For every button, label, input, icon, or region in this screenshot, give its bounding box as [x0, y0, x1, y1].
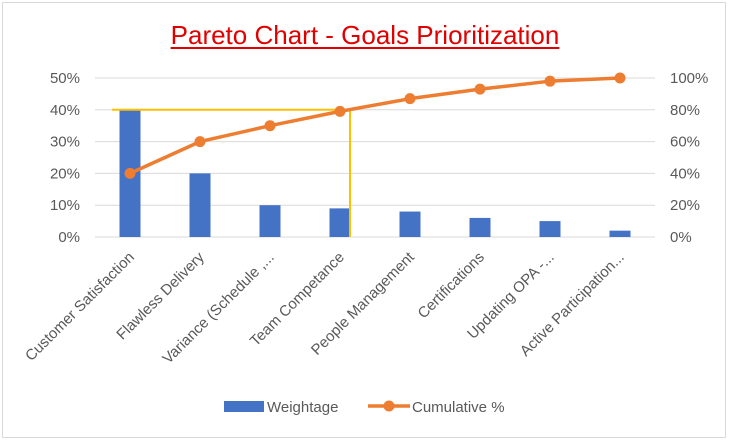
category-label: Customer Satisfaction: [22, 249, 138, 365]
legend-weightage-swatch: [224, 401, 264, 412]
legend: Weightage Cumulative %: [224, 399, 505, 416]
left-axis-tick-label: 10%: [50, 197, 80, 214]
cutoff-lines: [112, 108, 351, 237]
legend-cumulative-marker: [383, 400, 395, 412]
bar: [189, 173, 211, 237]
legend-weightage-label: Weightage: [267, 399, 338, 416]
left-axis-tick-label: 40%: [50, 102, 80, 119]
cumulative-point: [474, 83, 486, 95]
bar: [469, 217, 491, 237]
cumulative-point: [544, 75, 556, 87]
left-axis-tick-label: 50%: [50, 70, 80, 87]
right-axis-ticks: 0% 20% 40% 60% 80% 100%: [670, 70, 708, 246]
cumulative-point: [194, 136, 206, 148]
right-axis-tick-label: 0%: [670, 229, 692, 246]
left-axis-ticks: 0% 10% 20% 30% 40% 50%: [50, 70, 80, 246]
right-axis-tick-label: 20%: [670, 197, 700, 214]
cumulative-point: [124, 167, 136, 179]
left-axis-tick-label: 30%: [50, 134, 80, 151]
left-axis-tick-label: 20%: [50, 165, 80, 182]
chart-title: Pareto Chart - Goals Prioritization: [170, 20, 560, 50]
right-axis-tick-label: 100%: [670, 70, 708, 87]
left-axis-tick-label: 0%: [58, 229, 80, 246]
right-axis-tick-label: 60%: [670, 134, 700, 151]
cumulative-line-series: [124, 72, 626, 179]
right-axis-tick-label: 40%: [670, 165, 700, 182]
bar: [609, 230, 631, 237]
legend-cumulative-label: Cumulative %: [412, 399, 505, 416]
bar: [329, 208, 351, 237]
category-label: Certifications: [414, 249, 487, 322]
cumulative-point: [334, 105, 346, 117]
bar: [399, 211, 421, 237]
cumulative-point: [614, 72, 626, 84]
bar: [539, 221, 561, 237]
cumulative-point: [404, 93, 416, 105]
cumulative-point: [264, 120, 276, 132]
bar: [259, 205, 281, 237]
grid-lines: [95, 77, 655, 238]
cumulative-line: [129, 76, 621, 175]
right-axis-tick-label: 80%: [670, 102, 700, 119]
